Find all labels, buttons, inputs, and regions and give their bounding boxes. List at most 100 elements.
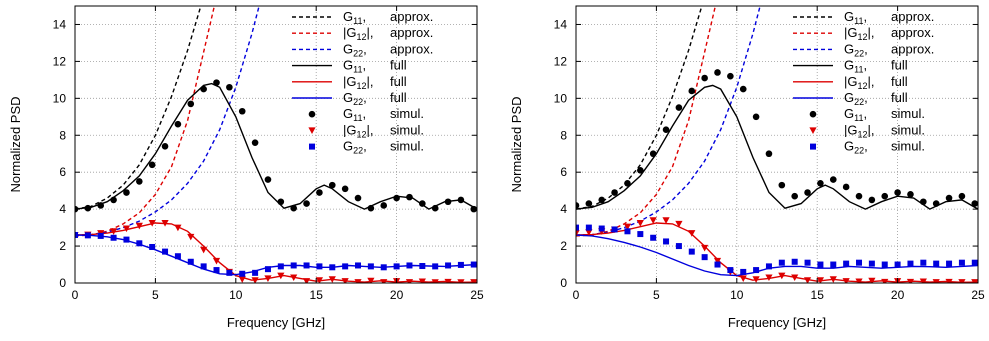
series-1 xyxy=(576,6,703,210)
series-9 xyxy=(75,231,477,277)
data-point xyxy=(624,228,631,235)
data-point xyxy=(752,113,760,121)
plot-frame xyxy=(74,5,478,284)
data-point xyxy=(856,259,863,266)
y-tick-label: 6 xyxy=(59,165,66,179)
legend-label-kind: full xyxy=(891,74,908,89)
legend-item-9: G22, simul. xyxy=(309,139,424,156)
series-5 xyxy=(75,222,477,283)
y-tick-label: 8 xyxy=(560,128,567,142)
data-point xyxy=(445,262,452,269)
legend-label-kind: approx. xyxy=(891,25,934,40)
data-point xyxy=(226,83,233,91)
data-point xyxy=(470,279,477,283)
legend-marker xyxy=(308,127,316,134)
data-point xyxy=(585,229,593,236)
data-point xyxy=(419,200,426,207)
data-point xyxy=(663,238,670,245)
data-point xyxy=(457,261,464,268)
data-point xyxy=(701,74,708,82)
data-point xyxy=(739,275,747,282)
data-point xyxy=(290,204,297,212)
legend-item-6: G22, full xyxy=(793,90,908,107)
legend-label-kind: simul. xyxy=(390,122,424,137)
data-point xyxy=(650,234,657,241)
y-tick-label: 8 xyxy=(59,128,66,142)
data-point xyxy=(367,204,375,212)
data-point xyxy=(136,240,143,247)
series-5 xyxy=(576,222,978,283)
data-point xyxy=(264,275,272,282)
x-axis-label: Frequency [GHz] xyxy=(227,315,325,330)
x-tick-label: 15 xyxy=(811,288,825,302)
data-point xyxy=(868,260,875,267)
data-point xyxy=(75,231,78,238)
data-point xyxy=(148,219,156,227)
data-point xyxy=(868,277,876,283)
legend-label: G11, xyxy=(343,9,366,26)
data-point xyxy=(367,263,374,270)
series-4 xyxy=(576,84,978,210)
data-point xyxy=(933,260,940,267)
data-point xyxy=(920,198,927,206)
data-point xyxy=(110,234,117,241)
data-point xyxy=(354,194,362,202)
data-point xyxy=(432,263,439,270)
data-point xyxy=(161,219,169,227)
data-point xyxy=(688,248,695,255)
data-point xyxy=(945,194,953,202)
legend-label: G22, xyxy=(844,41,868,58)
data-point xyxy=(585,224,592,231)
data-point xyxy=(881,278,889,283)
data-point xyxy=(598,225,605,232)
data-point xyxy=(932,279,940,283)
data-point xyxy=(187,233,195,241)
data-point xyxy=(701,244,709,252)
grid xyxy=(75,6,477,283)
data-point xyxy=(226,269,233,276)
legend-marker xyxy=(309,143,315,150)
data-point xyxy=(611,226,618,233)
data-point xyxy=(406,193,413,201)
data-point xyxy=(675,220,683,228)
data-point xyxy=(971,279,978,283)
x-tick-label: 20 xyxy=(390,288,404,302)
series-line xyxy=(576,6,761,236)
data-point xyxy=(753,267,760,274)
legend: G11, approx. |G12|, approx. G22, approx. G11, f… xyxy=(292,9,433,156)
data-point xyxy=(829,176,837,183)
plot-frame xyxy=(575,5,979,284)
series-9 xyxy=(576,224,978,275)
chart-panel-2: 0 5 10 15 20 25 0 2 4 6 8 10 12 14 Frequency [GHz] Norm… xyxy=(509,5,985,330)
y-tick-label: 2 xyxy=(59,239,66,253)
data-point xyxy=(316,263,323,270)
legend-item-1: G11, approx. xyxy=(793,9,934,26)
data-point xyxy=(778,272,786,280)
data-point xyxy=(238,107,246,115)
data-point xyxy=(148,161,156,169)
legend-label: G22, xyxy=(844,90,868,107)
legend-label-kind: simul. xyxy=(891,122,925,137)
data-point xyxy=(958,192,966,200)
data-point xyxy=(393,194,400,202)
data-point xyxy=(110,196,117,204)
legend-label: |G12|, xyxy=(343,25,374,42)
data-point xyxy=(971,259,978,266)
legend-label: |G12|, xyxy=(844,25,875,42)
x-tick-label: 0 xyxy=(72,288,79,302)
data-point xyxy=(637,231,644,238)
data-point xyxy=(380,264,387,271)
data-point xyxy=(315,277,324,283)
data-point xyxy=(791,192,798,200)
data-point xyxy=(264,176,272,183)
data-point xyxy=(174,253,181,260)
y-tick-label: 10 xyxy=(53,91,67,105)
x-tick-label: 5 xyxy=(653,288,660,302)
data-point xyxy=(380,279,388,283)
data-point xyxy=(649,150,657,158)
data-point xyxy=(623,223,632,231)
data-point xyxy=(431,279,439,283)
y-tick-label: 14 xyxy=(554,17,568,31)
x-tick-label: 25 xyxy=(470,288,484,302)
data-point xyxy=(200,263,207,270)
